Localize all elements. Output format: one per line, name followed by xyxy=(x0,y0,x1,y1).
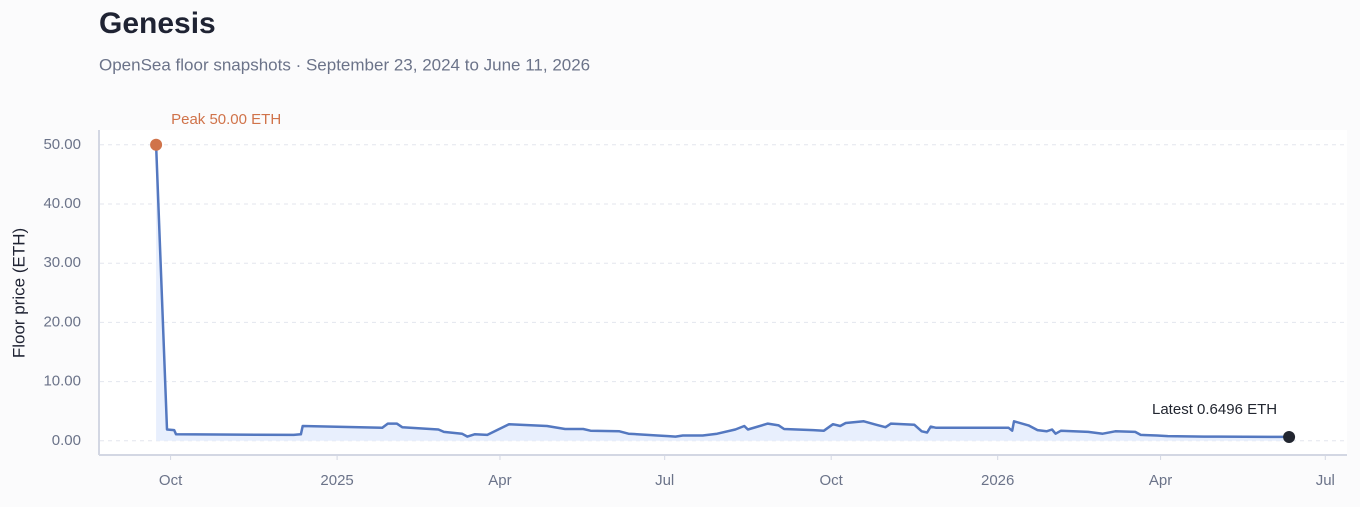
y-tick-label: 30.00 xyxy=(43,254,81,271)
x-tick-label: Apr xyxy=(488,472,511,489)
y-tick-label: 20.00 xyxy=(43,313,81,330)
peak-marker xyxy=(150,138,163,151)
peak-annotation: Peak 50.00 ETH xyxy=(171,111,281,128)
x-tick-label: Oct xyxy=(159,472,183,489)
chart-title: Genesis xyxy=(99,7,216,40)
y-axis-label: Floor price (ETH) xyxy=(9,228,28,358)
x-tick-label: 2025 xyxy=(320,472,353,489)
x-tick-label: Jul xyxy=(655,472,674,489)
x-tick-label: Apr xyxy=(1149,472,1172,489)
y-tick-label: 50.00 xyxy=(43,136,81,153)
plot-area xyxy=(100,130,1347,455)
x-tick-label: 2026 xyxy=(981,472,1014,489)
latest-marker xyxy=(1283,430,1296,443)
line xyxy=(154,144,1290,439)
x-tick-label: Jul xyxy=(1316,472,1335,489)
chart-subtitle: OpenSea floor snapshots · September 23, … xyxy=(99,55,590,74)
x-tick-label: Oct xyxy=(820,472,844,489)
y-tick-label: 10.00 xyxy=(43,373,81,390)
y-tick-label: 0.00 xyxy=(52,432,81,449)
y-tick-label: 40.00 xyxy=(43,195,81,212)
latest-annotation: Latest 0.6496 ETH xyxy=(1152,401,1277,418)
